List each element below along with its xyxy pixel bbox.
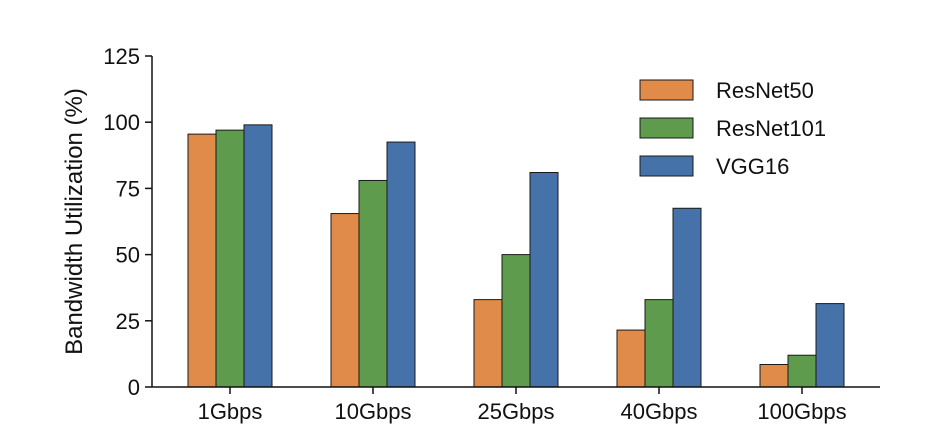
y-tick-label: 0: [128, 375, 140, 400]
y-tick-label: 125: [103, 44, 140, 69]
x-tick-label: 10Gbps: [334, 399, 411, 424]
bar-vgg16-1gbps: [243, 124, 273, 388]
y-tick-label: 25: [116, 309, 140, 334]
bar-resnet101-10gbps: [358, 179, 388, 388]
bar-resnet101-100gbps: [787, 354, 817, 388]
x-ticks: 1Gbps 10Gbps 25Gbps 40Gbps 100Gbps: [198, 387, 847, 424]
legend: ResNet50 ResNet101 VGG16: [639, 78, 826, 179]
x-tick-label: 25Gbps: [477, 399, 554, 424]
legend-label-resnet101: ResNet101: [716, 116, 826, 141]
y-tick-label: 75: [116, 176, 140, 201]
legend-label-vgg16: VGG16: [716, 154, 789, 179]
y-axis: 0 25 50 75 100 125: [103, 44, 153, 400]
y-ticks: 0 25 50 75 100 125: [103, 44, 152, 400]
x-tick-label: 1Gbps: [198, 399, 263, 424]
bar-vgg16-25gbps: [529, 172, 559, 388]
x-axis: 1Gbps 10Gbps 25Gbps 40Gbps 100Gbps: [152, 386, 880, 424]
bar-resnet50-1gbps: [187, 133, 217, 388]
legend-label-resnet50: ResNet50: [716, 78, 814, 103]
y-axis-label: Bandwidth Utilization (%): [61, 88, 88, 355]
bar-vgg16-10gbps: [386, 141, 416, 388]
legend-swatch-vgg16: [639, 155, 694, 177]
bar-vgg16-40gbps: [672, 207, 702, 388]
y-tick-label: 100: [103, 110, 140, 135]
bar-resnet101-1gbps: [215, 129, 245, 388]
bar-resnet50-10gbps: [330, 213, 360, 388]
bar-resnet101-40gbps: [644, 299, 674, 388]
x-tick-label: 100Gbps: [757, 399, 846, 424]
legend-swatch-resnet101: [639, 117, 694, 139]
bar-resnet101-25gbps: [501, 254, 531, 388]
bars-group: [187, 124, 845, 388]
x-tick-label: 40Gbps: [620, 399, 697, 424]
bar-resnet50-100gbps: [759, 363, 789, 388]
legend-swatch-resnet50: [639, 79, 694, 101]
bar-resnet50-40gbps: [616, 329, 646, 388]
y-tick-label: 50: [116, 243, 140, 268]
bar-vgg16-100gbps: [815, 303, 845, 388]
bar-resnet50-25gbps: [473, 299, 503, 388]
